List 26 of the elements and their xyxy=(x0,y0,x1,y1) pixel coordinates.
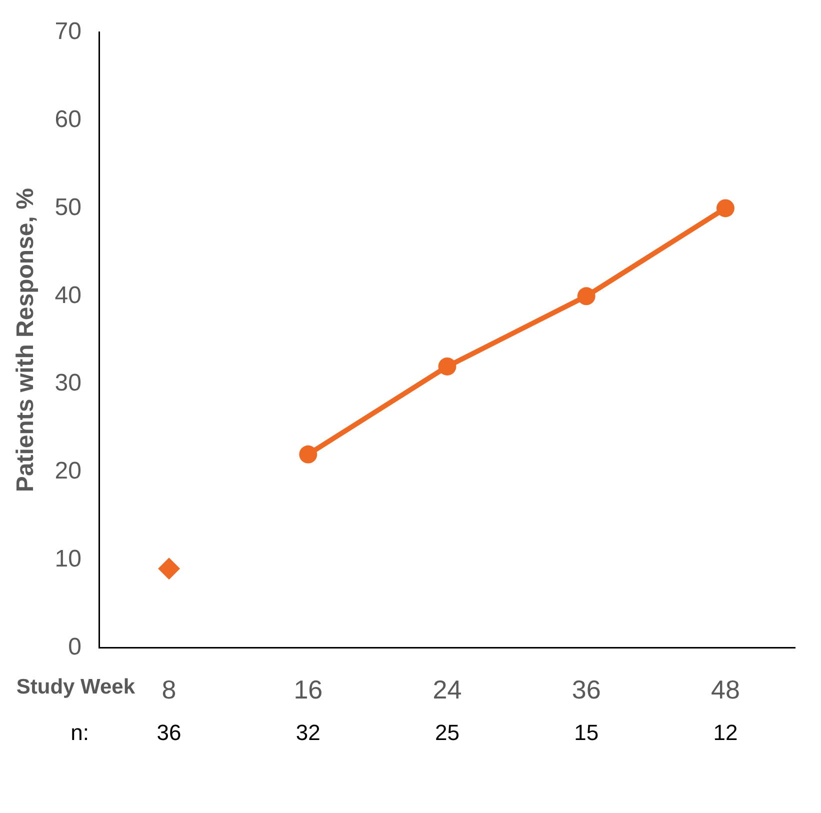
x-axis-title: Study Week xyxy=(16,676,136,699)
y-tick-label: 20 xyxy=(54,458,82,485)
text: n: xyxy=(70,720,90,745)
y-tick-label: 40 xyxy=(54,282,82,309)
point xyxy=(716,199,734,218)
y-tick-label: 10 xyxy=(54,546,82,573)
point xyxy=(299,445,318,464)
x-tick-label: 16 xyxy=(294,674,323,705)
x-tick-label: 36 xyxy=(572,674,601,705)
point xyxy=(158,558,180,580)
y-tick-label: 0 xyxy=(68,633,82,660)
point xyxy=(577,287,596,306)
text: 25 xyxy=(435,720,460,745)
text: 15 xyxy=(574,720,599,745)
point xyxy=(438,357,456,376)
y-tick-label: 30 xyxy=(54,370,82,397)
text: 36 xyxy=(156,720,182,745)
text: 32 xyxy=(296,720,320,745)
y-tick-label: 50 xyxy=(54,194,82,221)
y-tick-label: 70 xyxy=(54,18,82,46)
text: 12 xyxy=(713,720,738,745)
x-tick-label: 8 xyxy=(162,674,176,705)
x-tick-label: 24 xyxy=(432,674,462,705)
y-axis-title: Patients with Response, % xyxy=(12,188,40,492)
x-tick-label: 48 xyxy=(710,674,740,705)
y-tick-label: 60 xyxy=(54,106,82,133)
